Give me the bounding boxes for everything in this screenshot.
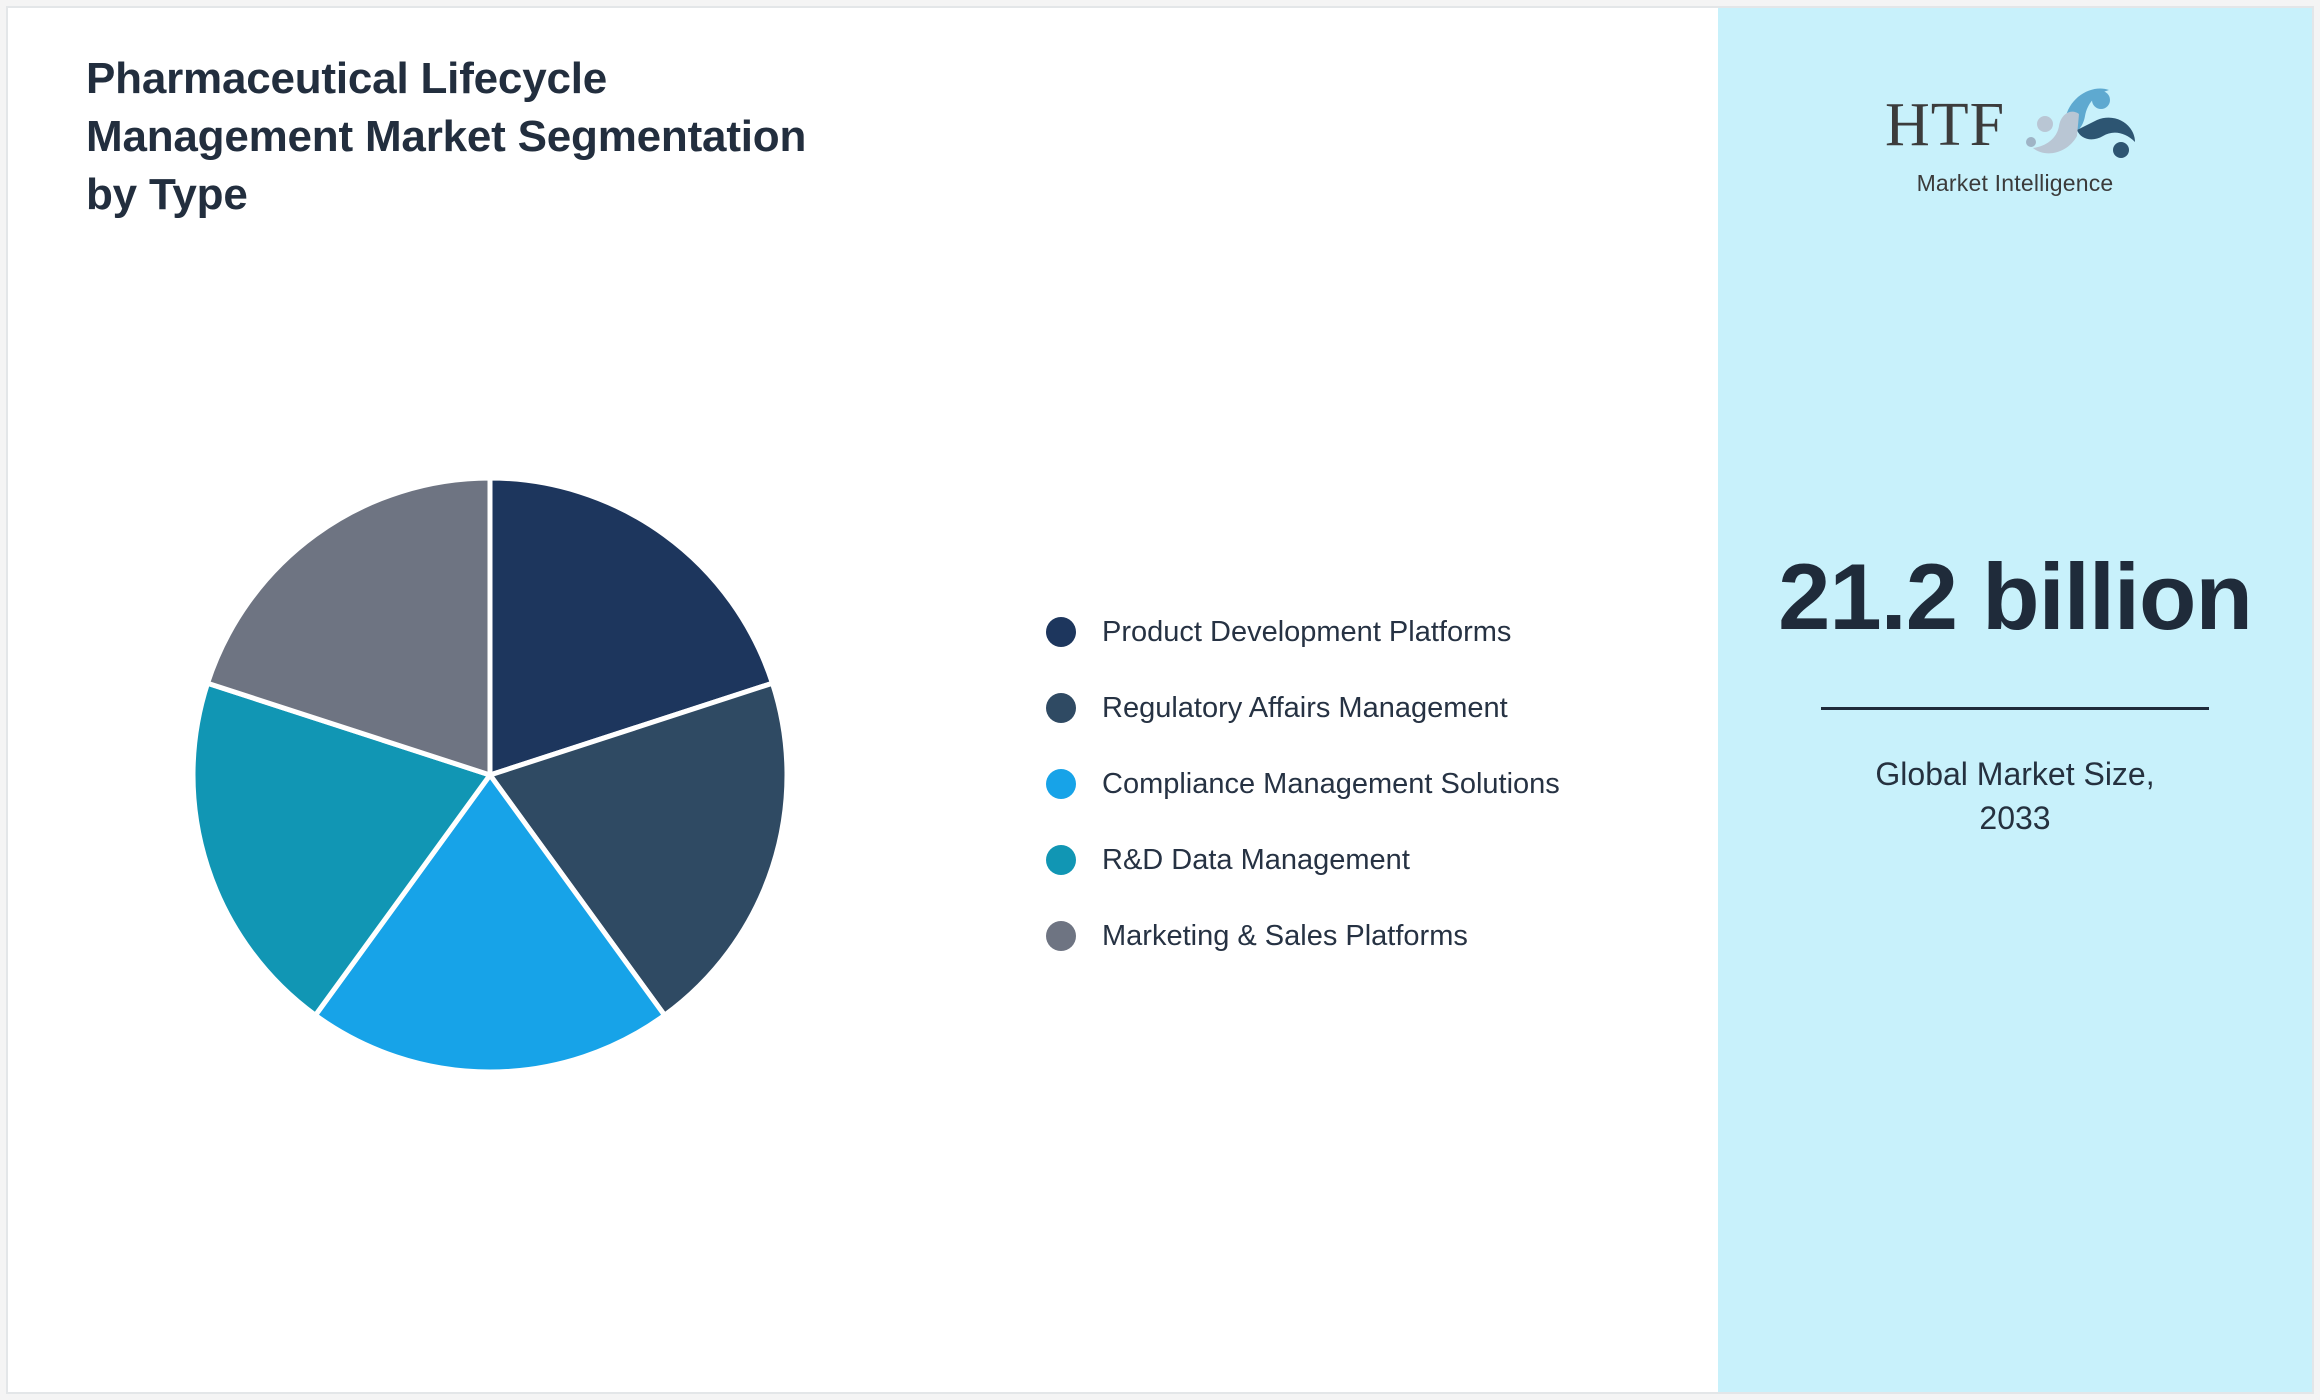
logo-wordmark: HTF xyxy=(1885,91,2006,159)
legend-item[interactable]: Regulatory Affairs Management xyxy=(1046,670,1686,746)
stat-divider xyxy=(1821,707,2209,711)
pie-slice xyxy=(487,680,790,1018)
market-size-caption: Global Market Size, 2033 xyxy=(1875,756,2155,837)
legend-item[interactable]: R&D Data Management xyxy=(1046,822,1686,898)
legend-item[interactable]: Marketing & Sales Platforms xyxy=(1046,898,1686,974)
pie-chart-svg xyxy=(190,475,790,1075)
pie-slice xyxy=(190,680,493,1018)
legend-swatch-icon xyxy=(1046,845,1076,875)
legend-swatch-icon xyxy=(1046,769,1076,799)
legend-item[interactable]: Product Development Platforms xyxy=(1046,594,1686,670)
page-title: Pharmaceutical Lifecycle Management Mark… xyxy=(86,54,807,220)
pie-slice-group xyxy=(190,475,790,1075)
brand-logo: HTF Market Intelli xyxy=(1865,78,2165,197)
logo-mark: HTF xyxy=(1865,78,2165,178)
chart-legend: Product Development Platforms Regulatory … xyxy=(1046,594,1686,974)
pie-slice xyxy=(487,475,775,778)
stat-sidebar: HTF Market Intelli xyxy=(1718,8,2312,1392)
legend-item[interactable]: Compliance Management Solutions xyxy=(1046,746,1686,822)
legend-item-label: R&D Data Management xyxy=(1102,843,1410,876)
legend-swatch-icon xyxy=(1046,921,1076,951)
pie-slice xyxy=(205,475,493,778)
infographic-card: Pharmaceutical Lifecycle Management Mark… xyxy=(6,6,2314,1394)
stat-block: 21.2 billion Global Market Size, 2033 xyxy=(1718,544,2312,841)
chart-panel: Pharmaceutical Lifecycle Management Mark… xyxy=(8,8,1718,1392)
legend-item-label: Regulatory Affairs Management xyxy=(1102,691,1508,724)
legend-swatch-icon xyxy=(1046,693,1076,723)
legend-item-label: Marketing & Sales Platforms xyxy=(1102,919,1468,952)
pie-chart xyxy=(190,475,790,1075)
legend-swatch-icon xyxy=(1046,617,1076,647)
three-figures-circle-icon xyxy=(2026,88,2135,158)
market-size-value: 21.2 billion xyxy=(1778,544,2253,649)
logo-tagline: Market Intelligence xyxy=(1916,170,2114,196)
legend-item-label: Product Development Platforms xyxy=(1102,615,1512,648)
legend-item-label: Compliance Management Solutions xyxy=(1102,767,1560,800)
pie-slice xyxy=(312,772,668,1075)
